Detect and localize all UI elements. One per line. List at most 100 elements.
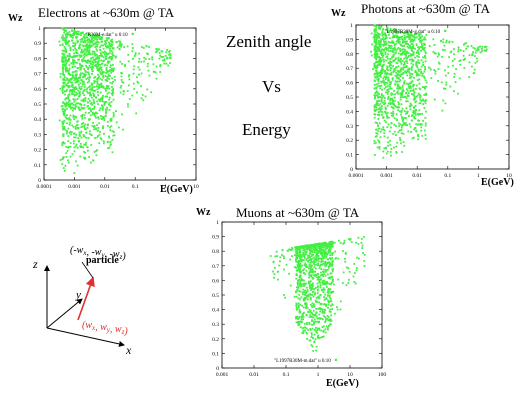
electrons-point xyxy=(65,107,68,110)
muons-point xyxy=(326,317,329,320)
photons-point xyxy=(383,75,386,78)
electrons-point xyxy=(79,38,82,41)
electrons-point xyxy=(109,64,112,67)
electrons-point xyxy=(62,28,65,31)
photons-point xyxy=(388,116,390,119)
electrons-point xyxy=(83,89,86,92)
photons-point xyxy=(411,54,413,57)
electrons-point xyxy=(97,116,100,119)
muons-point xyxy=(318,317,321,319)
muons-point xyxy=(312,336,314,339)
photons-point xyxy=(453,48,455,51)
photons-point xyxy=(373,48,376,51)
muons-point xyxy=(315,307,318,310)
photons-point xyxy=(398,129,401,132)
photons-point xyxy=(453,76,456,78)
photons-point xyxy=(422,47,425,50)
muons-point xyxy=(327,251,330,254)
photons-point xyxy=(384,83,386,86)
muons-point xyxy=(302,259,305,261)
electrons-point xyxy=(83,55,86,58)
muons-point xyxy=(299,250,302,253)
muons-point xyxy=(312,323,315,326)
electrons-point xyxy=(65,70,67,73)
electrons-point xyxy=(85,88,88,91)
electrons-point xyxy=(133,55,136,57)
electrons-point xyxy=(73,136,76,139)
electrons-point xyxy=(75,133,77,136)
electrons-point xyxy=(67,140,70,143)
electrons-point xyxy=(80,72,82,75)
photons-point xyxy=(387,141,390,144)
muons-point xyxy=(295,250,298,253)
photons-point xyxy=(387,69,389,72)
electrons-point xyxy=(62,81,65,84)
photons-point xyxy=(444,87,447,90)
photons-point xyxy=(388,33,390,36)
electrons-point xyxy=(68,98,70,101)
electrons-point xyxy=(138,73,140,76)
photons-point xyxy=(403,45,405,47)
photons-point xyxy=(376,61,379,63)
muons-point xyxy=(311,244,314,247)
muons-point xyxy=(319,308,322,311)
photons-point xyxy=(377,78,380,81)
photons-point xyxy=(391,98,393,101)
photons-point xyxy=(413,94,416,97)
electrons-point xyxy=(88,46,91,49)
electrons-point xyxy=(98,142,101,145)
muons-point xyxy=(299,259,302,262)
muons-point xyxy=(320,268,323,271)
muons-point xyxy=(308,339,311,342)
electrons-ytick-label: 0.1 xyxy=(34,163,41,169)
muons-point xyxy=(302,269,305,272)
muons-point xyxy=(330,243,333,246)
electrons-point xyxy=(101,99,103,102)
photons-point xyxy=(381,29,384,32)
photons-point xyxy=(413,33,416,36)
photons-point xyxy=(381,38,384,40)
muons-point xyxy=(326,282,329,284)
muons-point xyxy=(325,303,328,306)
photons-point xyxy=(400,116,403,118)
electrons-point xyxy=(103,101,106,104)
electrons-point xyxy=(92,92,95,95)
photons-point xyxy=(440,40,442,43)
muons-ylabel: Wz xyxy=(196,207,211,218)
photons-point xyxy=(458,60,461,62)
muons-point xyxy=(329,272,332,275)
electrons-point xyxy=(114,56,117,59)
electrons-point xyxy=(62,78,65,81)
electrons-point xyxy=(158,52,161,54)
photons-point xyxy=(418,33,421,36)
electrons-point xyxy=(61,89,64,91)
photons-point xyxy=(398,59,401,62)
muons-point xyxy=(308,272,310,275)
muons-ytick-label: 0.6 xyxy=(212,278,219,284)
photons-point xyxy=(381,56,384,59)
electrons-point xyxy=(115,121,118,124)
electrons-point xyxy=(85,128,87,131)
electrons-point xyxy=(99,77,102,80)
photons-point xyxy=(402,66,405,69)
muons-point xyxy=(335,306,338,309)
electrons-point xyxy=(98,63,100,66)
muons-point xyxy=(298,278,301,281)
photons-point xyxy=(390,148,393,150)
muons-point xyxy=(309,280,312,283)
electrons-point xyxy=(86,90,89,93)
electrons-point xyxy=(127,84,130,87)
electrons-point xyxy=(82,135,85,137)
electrons-point xyxy=(73,34,75,36)
photons-point xyxy=(379,87,382,90)
electrons-point xyxy=(60,105,63,108)
electrons-point xyxy=(63,31,66,34)
muons-point xyxy=(314,338,317,341)
photons-point xyxy=(375,33,378,36)
y-axis-line xyxy=(46,298,83,329)
photons-point xyxy=(374,34,377,37)
muons-point xyxy=(326,246,329,248)
muons-point xyxy=(309,261,312,264)
photons-point xyxy=(409,108,412,111)
muons-point xyxy=(302,329,305,332)
